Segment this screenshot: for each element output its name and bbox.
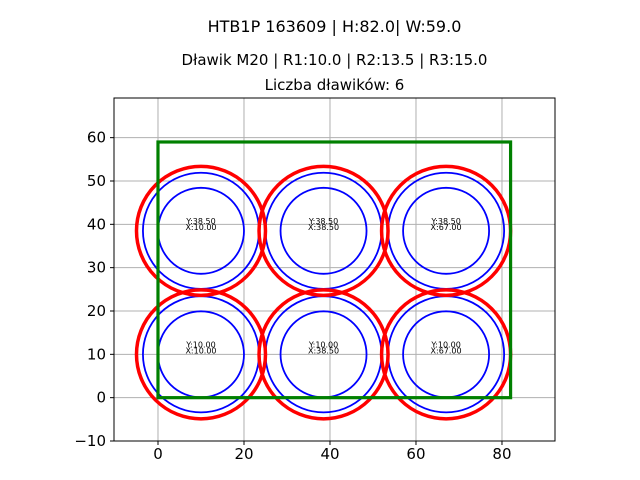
gland-label-x: X:67.00 xyxy=(431,223,462,232)
figure-title: HTB1P 163609 | H:82.0| W:59.0 xyxy=(207,17,462,36)
gland-circle-r3 xyxy=(134,164,268,298)
y-tick-label: 20 xyxy=(87,302,106,320)
gland-label-y: Y:10.00 xyxy=(430,340,460,349)
gland-circle-r3 xyxy=(257,288,390,421)
y-tick-label: 50 xyxy=(87,172,106,190)
axes-title-line2: Liczba dławików: 6 xyxy=(264,76,405,94)
gland-circle-r3 xyxy=(134,288,268,421)
gland-label-y: Y:38.50 xyxy=(185,217,215,226)
x-tick-label: 80 xyxy=(492,445,511,463)
gland-label-x: X:67.00 xyxy=(431,346,462,355)
gland-label-x: X:38.50 xyxy=(308,346,339,355)
gland-circle-r1 xyxy=(402,186,490,275)
gland-label-x: X:10.00 xyxy=(185,223,216,232)
x-tick-label: 0 xyxy=(153,445,163,463)
y-tick-label: 10 xyxy=(87,345,106,363)
enclosure-rect xyxy=(156,140,513,400)
y-tick-label: 0 xyxy=(96,389,106,407)
axes-spines xyxy=(113,97,556,442)
gland-label-y: Y:10.00 xyxy=(308,340,338,349)
gland-circle-r1 xyxy=(279,186,368,275)
x-tick-label: 20 xyxy=(234,445,253,463)
gland-label-y: Y:38.50 xyxy=(430,217,460,226)
y-tick-label: 60 xyxy=(87,129,106,147)
gland-label-y: Y:38.50 xyxy=(308,217,338,226)
gland-label-x: X:38.50 xyxy=(308,223,339,232)
y-tick-label: −10 xyxy=(74,432,106,450)
axes-title-line1: Dławik M20 | R1:10.0 | R2:13.5 | R3:15.0 xyxy=(181,51,488,69)
x-tick-label: 40 xyxy=(320,445,339,463)
gland-label-y: Y:10.00 xyxy=(185,340,215,349)
x-tick-label: 60 xyxy=(406,445,425,463)
gland-circle-r3 xyxy=(257,164,390,298)
y-tick-label: 30 xyxy=(87,259,106,277)
y-tick-label: 40 xyxy=(87,215,106,233)
gland-label-x: X:10.00 xyxy=(185,346,216,355)
